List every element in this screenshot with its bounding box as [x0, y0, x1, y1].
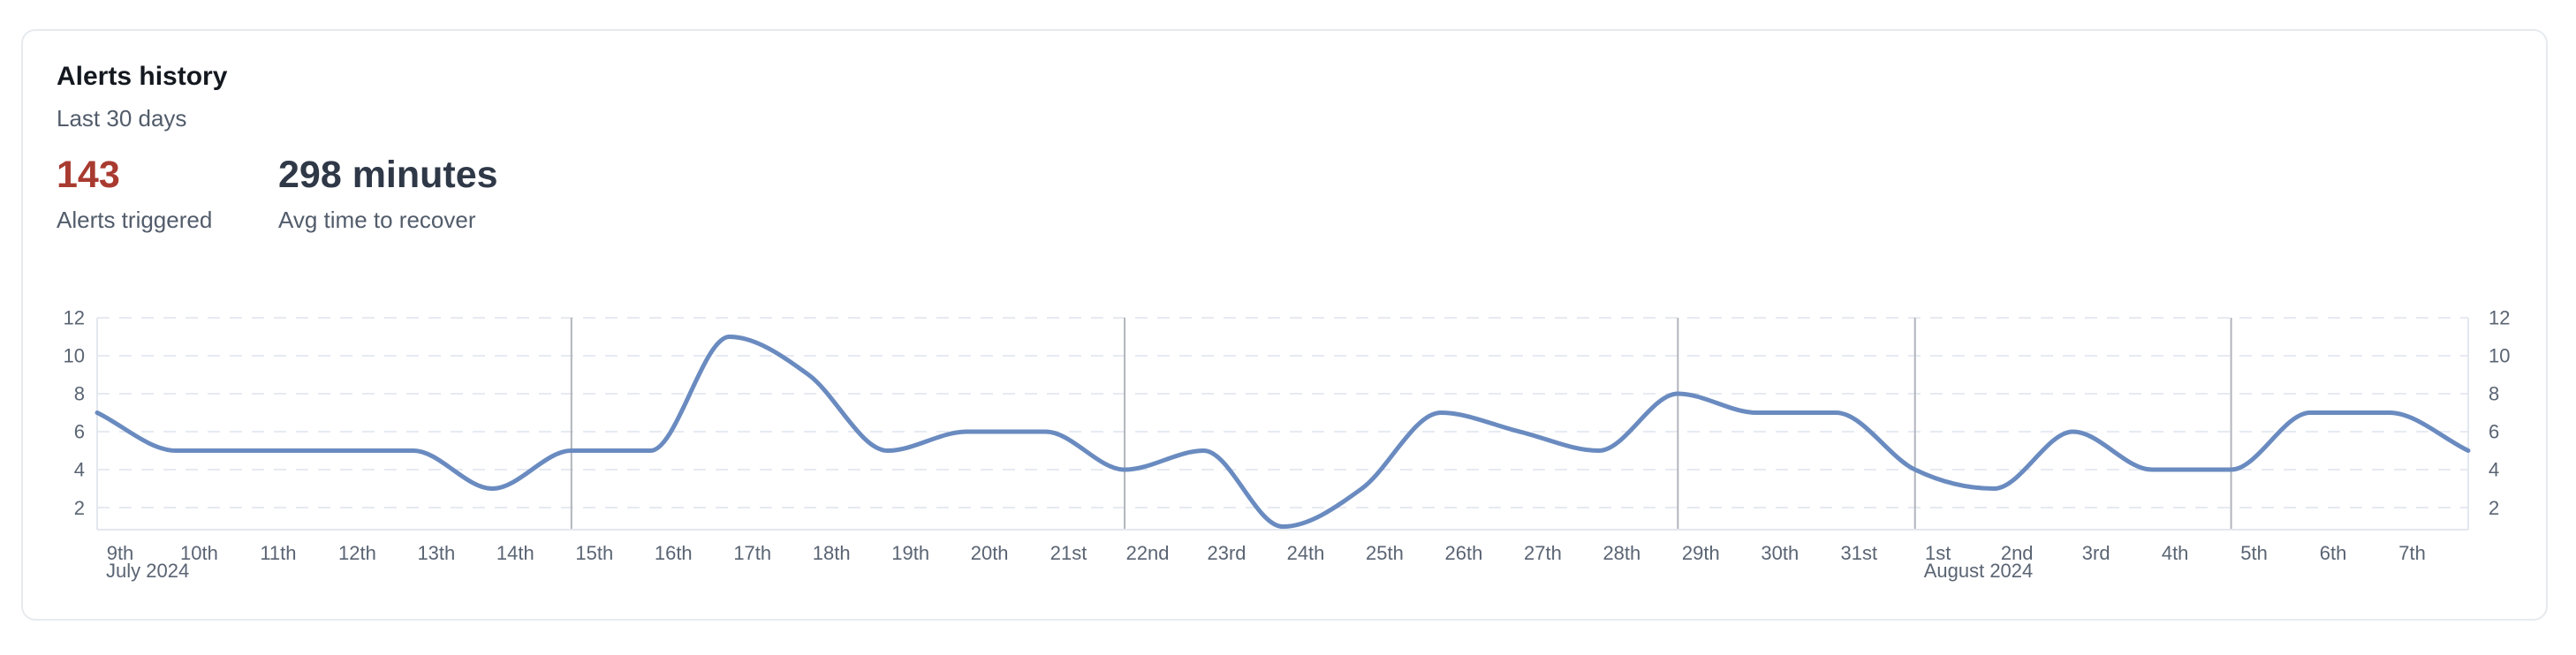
- alerts-triggered-label: Alerts triggered: [57, 207, 213, 234]
- x-tick-label: 1st: [1925, 542, 1951, 564]
- y-tick-label-right: 4: [2489, 459, 2499, 481]
- y-tick-label-right: 12: [2489, 307, 2510, 329]
- x-tick-label: 29th: [1682, 542, 1720, 564]
- alerts-history-card: Alerts history Last 30 days 143 Alerts t…: [21, 29, 2548, 621]
- y-tick-label-right: 8: [2489, 383, 2499, 405]
- x-tick-label: 16th: [655, 542, 693, 564]
- alerts-line-chart[interactable]: 2 2 4 4 6 6 8 8 10 10 12 12 9th 10th 11th 12th 13th 14th 1…: [23, 31, 2549, 622]
- x-tick-label: 12th: [338, 542, 376, 564]
- x-tick-label: 15th: [575, 542, 613, 564]
- alerts-triggered-value: 143: [57, 154, 120, 196]
- x-tick-label: 25th: [1366, 542, 1404, 564]
- stat-avg-time-to-recover: 298 minutes Avg time to recover: [278, 154, 498, 234]
- x-tick-label: 26th: [1445, 542, 1483, 564]
- x-tick-label: 17th: [733, 542, 771, 564]
- x-tick-label: 13th: [417, 542, 455, 564]
- x-tick-label: 31st: [1840, 542, 1877, 564]
- x-tick-label: 23rd: [1208, 542, 1246, 564]
- x-tick-label: 11th: [260, 542, 296, 564]
- x-tick-label: 22nd: [1126, 542, 1170, 564]
- x-tick-label: 3rd: [2082, 542, 2110, 564]
- card-title: Alerts history: [57, 62, 228, 91]
- x-tick-label: 21st: [1050, 542, 1087, 564]
- y-tick-label-right: 10: [2489, 345, 2510, 367]
- y-tick-label-left: 2: [74, 497, 85, 519]
- x-tick-label: 30th: [1761, 542, 1799, 564]
- card-subtitle: Last 30 days: [57, 105, 187, 132]
- month-label: July 2024: [106, 560, 189, 582]
- x-tick-label: 2nd: [2001, 542, 2034, 564]
- x-tick-label: 18th: [813, 542, 851, 564]
- x-tick-label: 10th: [180, 542, 218, 564]
- x-tick-label: 14th: [496, 542, 534, 564]
- x-tick-label: 19th: [891, 542, 929, 564]
- x-tick-label: 28th: [1602, 542, 1640, 564]
- x-tick-label: 6th: [2320, 542, 2347, 564]
- y-tick-label-left: 4: [74, 459, 85, 481]
- y-tick-label-right: 6: [2489, 421, 2499, 443]
- x-tick-label: 5th: [2240, 542, 2268, 564]
- y-tick-label-left: 12: [64, 307, 85, 329]
- stat-alerts-triggered: 143 Alerts triggered: [57, 154, 212, 234]
- x-tick-label: 27th: [1524, 542, 1562, 564]
- avg-time-label: Avg time to recover: [278, 207, 476, 234]
- avg-time-value: 298 minutes: [278, 154, 498, 196]
- x-tick-label: 24th: [1287, 542, 1325, 564]
- x-tick-label: 20th: [971, 542, 1009, 564]
- x-tick-label: 9th: [107, 542, 134, 564]
- month-label: August 2024: [1924, 560, 2034, 582]
- alerts-series-line: [95, 335, 2471, 530]
- x-tick-label: 4th: [2162, 542, 2189, 564]
- y-tick-label-left: 6: [74, 421, 85, 443]
- y-tick-label-right: 2: [2489, 497, 2499, 519]
- x-tick-label: 7th: [2398, 542, 2426, 564]
- y-tick-label-left: 8: [74, 383, 85, 405]
- y-tick-label-left: 10: [64, 345, 85, 367]
